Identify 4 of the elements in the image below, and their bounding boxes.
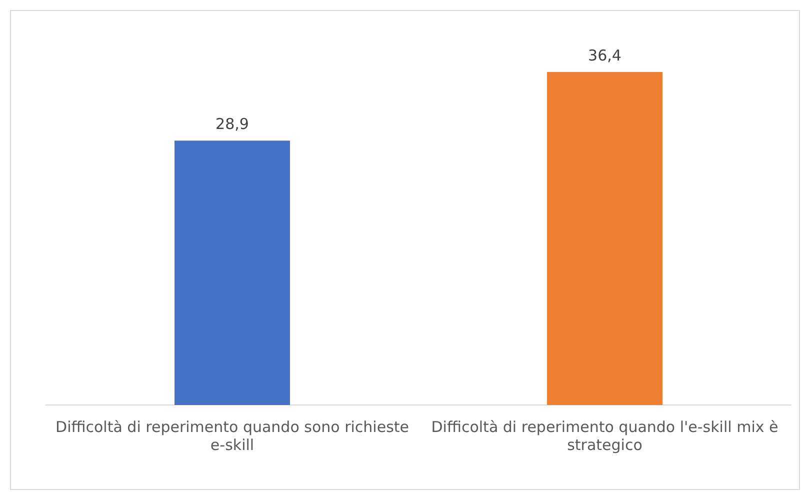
x-tick-label: Difficoltà di reperimento quando sono richieste e-skill bbox=[56, 418, 409, 454]
data-label: 28,9 bbox=[216, 114, 249, 133]
x-tick-label: Difficoltà di reperimento quando l'e-skill mix è strategico bbox=[431, 418, 778, 454]
data-label: 36,4 bbox=[588, 46, 622, 64]
